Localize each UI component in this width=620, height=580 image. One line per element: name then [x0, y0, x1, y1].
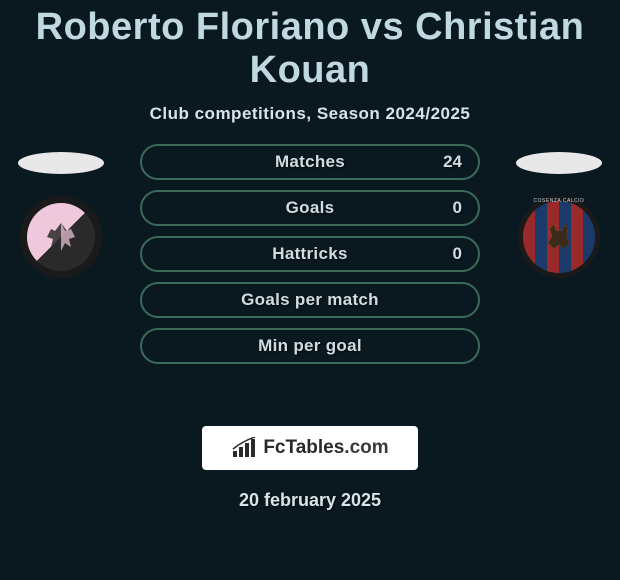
player-left-photo-placeholder: [18, 152, 104, 174]
badge-left-shield: [27, 203, 95, 271]
bar-chart-icon: [231, 437, 257, 459]
player-left-column: [18, 152, 104, 278]
subtitle: Club competitions, Season 2024/2025: [0, 104, 620, 124]
stats-list: Matches 24 Goals 0 Hattricks 0 Goals per…: [140, 144, 480, 374]
logo-main: Tables: [286, 437, 345, 458]
player-right-photo-placeholder: [516, 152, 602, 174]
content-area: COSENZA CALCIO Matches 24 Goals 0 Hattri…: [0, 152, 620, 412]
club-badge-left: [20, 196, 102, 278]
footer-date: 20 february 2025: [0, 490, 620, 511]
logo-suffix: .com: [344, 437, 388, 458]
badge-right-text: COSENZA CALCIO: [518, 198, 600, 204]
eagle-icon: [41, 217, 81, 257]
stat-row-min-per-goal: Min per goal: [140, 328, 480, 364]
stat-row-hattricks: Hattricks 0: [140, 236, 480, 272]
comparison-card: Roberto Floriano vs Christian Kouan Club…: [0, 0, 620, 511]
stat-label: Goals: [286, 198, 335, 218]
stat-right-value: 24: [443, 152, 462, 172]
stat-right-value: 0: [453, 198, 462, 218]
logo-prefix: Fc: [263, 437, 285, 458]
logo-text: FcTables.com: [263, 437, 388, 459]
stat-label: Hattricks: [272, 244, 347, 264]
stat-label: Goals per match: [241, 290, 379, 310]
stat-label: Min per goal: [258, 336, 362, 356]
page-title: Roberto Floriano vs Christian Kouan: [0, 0, 620, 92]
club-badge-right: COSENZA CALCIO: [518, 196, 600, 278]
wolf-icon: [542, 221, 576, 255]
stat-label: Matches: [275, 152, 345, 172]
stat-row-goals: Goals 0: [140, 190, 480, 226]
stat-row-goals-per-match: Goals per match: [140, 282, 480, 318]
stat-right-value: 0: [453, 244, 462, 264]
stat-row-matches: Matches 24: [140, 144, 480, 180]
badge-right-shield: [523, 201, 595, 273]
source-logo: FcTables.com: [202, 426, 418, 470]
player-right-column: COSENZA CALCIO: [516, 152, 602, 278]
